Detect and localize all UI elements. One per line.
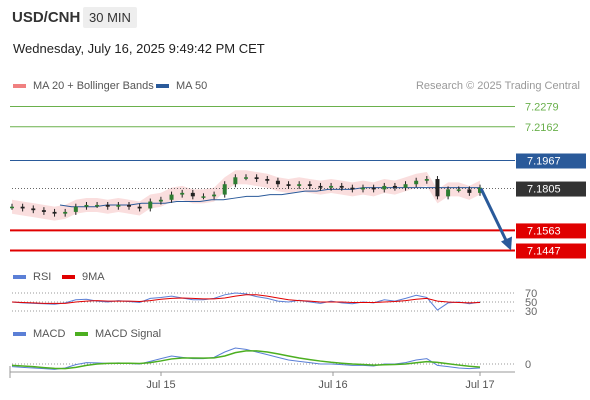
legend-ma20: MA 20 + Bollinger Bands xyxy=(13,80,154,92)
symbol-title: USD/CNH xyxy=(12,9,81,26)
candle-body xyxy=(478,187,482,193)
candle-body xyxy=(392,185,397,188)
candle-body xyxy=(265,179,270,181)
x-tick-label: Jul 17 xyxy=(465,379,494,391)
rsi-tick-label: 70 xyxy=(525,288,537,300)
macd-signal-line xyxy=(11,350,481,370)
legend-swatch-macd xyxy=(13,332,26,336)
candle-body xyxy=(20,206,25,209)
candle-body xyxy=(403,184,408,188)
legend-swatch-rsi xyxy=(13,275,26,279)
level-label: 7.1563 xyxy=(527,225,561,237)
candle-body xyxy=(318,185,323,188)
legend-swatch-ma20 xyxy=(13,84,26,88)
legend-label-9ma: 9MA xyxy=(82,271,105,283)
level-tag xyxy=(516,153,586,169)
legend-swatch-ma50 xyxy=(156,84,169,88)
candle-body xyxy=(148,201,153,209)
candle-body xyxy=(222,184,227,195)
candle-body xyxy=(350,187,355,190)
candle-body xyxy=(456,189,461,191)
candle-body xyxy=(158,199,163,202)
candle-body xyxy=(41,210,46,212)
rsi-tick-label: 50 xyxy=(525,297,537,309)
legend-swatch-9ma xyxy=(62,275,75,279)
candle-body xyxy=(382,185,387,190)
candle-body xyxy=(180,192,185,195)
candle-body xyxy=(297,184,302,186)
level-label: 7.1447 xyxy=(527,246,561,258)
x-tick-label: Jul 16 xyxy=(318,379,347,391)
level-tag xyxy=(516,181,586,197)
legend-9ma: 9MA xyxy=(62,271,105,283)
rsi-tick-label: 30 xyxy=(525,306,537,318)
level-label: 7.2162 xyxy=(525,122,559,134)
credit-text: Research © 2025 Trading Central xyxy=(415,80,580,92)
candle-body xyxy=(286,184,291,186)
legend-swatch-macd-signal xyxy=(75,332,88,336)
candle-body xyxy=(446,189,451,197)
level-label: 7.1805 xyxy=(527,184,561,196)
candle-body xyxy=(116,204,121,207)
legend-label-macd: MACD xyxy=(33,328,66,340)
level-label: 7.1967 xyxy=(527,156,561,168)
candle-body xyxy=(467,189,472,193)
level-label: 7.2279 xyxy=(525,102,559,114)
candle-body xyxy=(201,196,206,198)
candle-body xyxy=(307,184,312,186)
candle-body xyxy=(95,204,100,207)
legend-label-rsi: RSI xyxy=(33,271,52,283)
candle-body xyxy=(84,204,89,207)
candle-body xyxy=(63,211,68,214)
candle-body xyxy=(212,194,217,197)
candle-body xyxy=(73,206,78,212)
candle-body xyxy=(254,177,259,180)
candle-body xyxy=(371,187,376,190)
candle-body xyxy=(414,180,419,185)
candle-body xyxy=(169,194,174,200)
timeframe-badge[interactable]: 30 MIN xyxy=(83,7,137,28)
candle-body xyxy=(233,177,238,185)
candle-body xyxy=(424,179,429,181)
candle-body xyxy=(435,179,440,197)
candle-body xyxy=(105,204,110,207)
candle-body xyxy=(329,185,334,188)
candle-body xyxy=(190,192,195,197)
level-tag xyxy=(516,223,586,239)
candle-body xyxy=(137,206,142,209)
candle-body xyxy=(244,177,248,179)
candle-body xyxy=(52,211,57,214)
chart-header: USD/CNH 30 MIN xyxy=(0,0,590,34)
legend-label-ma50: MA 50 xyxy=(176,80,208,92)
candle-body xyxy=(127,204,131,207)
legend-macd: MACD xyxy=(13,328,65,340)
timestamp: Wednesday, July 16, 2025 9:49:42 PM CET xyxy=(13,41,265,56)
macd-line xyxy=(11,347,481,370)
candle-body xyxy=(10,206,14,209)
candle-body xyxy=(339,185,344,188)
candle-body xyxy=(361,187,365,190)
legend-label-ma20: MA 20 + Bollinger Bands xyxy=(33,80,154,92)
forecast-arrowhead xyxy=(501,236,512,251)
candle-body xyxy=(31,208,36,211)
candle-body xyxy=(275,180,280,185)
level-tag xyxy=(516,243,586,259)
legend-macd-signal: MACD Signal xyxy=(75,328,161,340)
macd-tick-label: 0 xyxy=(525,359,531,371)
rsi-line xyxy=(11,292,481,311)
x-tick-label: Jul 15 xyxy=(146,379,175,391)
legend-ma50: MA 50 xyxy=(156,80,207,92)
legend-rsi: RSI xyxy=(13,271,51,283)
legend-label-macd-signal: MACD Signal xyxy=(95,328,162,340)
forecast-arrow xyxy=(479,187,510,246)
rsi-9ma-line xyxy=(11,294,481,304)
